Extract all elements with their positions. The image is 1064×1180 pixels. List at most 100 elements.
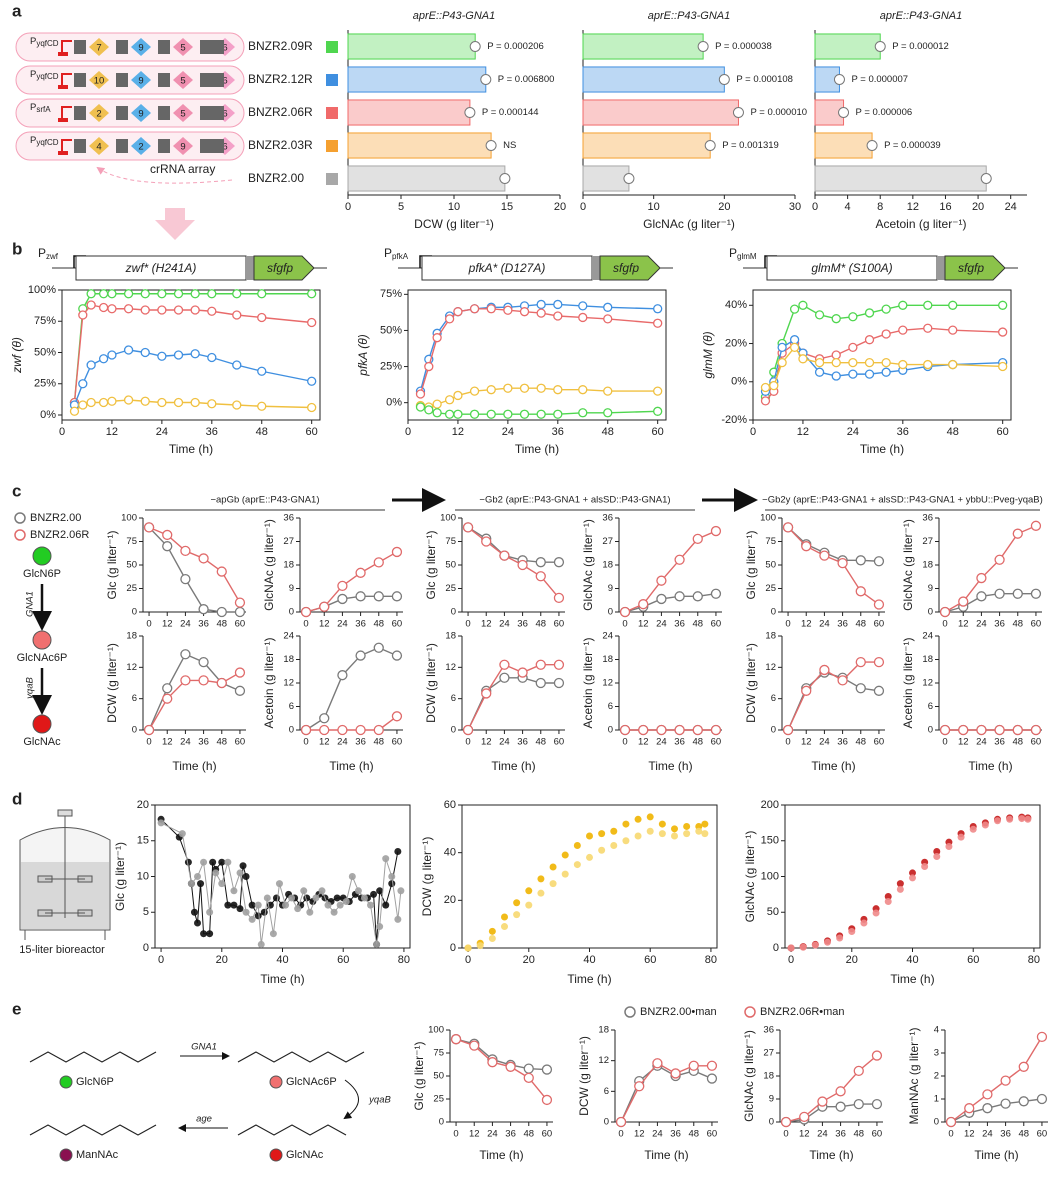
data-point xyxy=(107,289,117,299)
data-point xyxy=(503,305,513,315)
y-tick-label: 10 xyxy=(137,870,149,882)
data-point xyxy=(462,724,474,736)
spacer-label: 2 xyxy=(96,109,101,120)
x-tick-label: 48 xyxy=(216,619,227,630)
data-point xyxy=(598,846,606,854)
data-point xyxy=(216,606,227,618)
plot-frame xyxy=(461,804,718,949)
y-axis-label: DCW (g liter⁻¹) xyxy=(744,643,758,723)
data-point xyxy=(683,830,691,838)
y-tick-label: 1 xyxy=(934,1094,939,1105)
data-point xyxy=(1018,1096,1029,1107)
y-tick-label: 6 xyxy=(451,693,456,704)
data-point xyxy=(578,408,588,418)
y-tick-label: 100 xyxy=(761,870,779,882)
data-point xyxy=(958,596,969,607)
compound-label: GlcNAc xyxy=(286,1149,324,1161)
y-tick-label: 0 xyxy=(769,1117,774,1128)
data-point xyxy=(603,386,613,396)
data-point xyxy=(634,832,642,840)
x-tick-label: 24 xyxy=(976,619,987,630)
x-tick-label: 60 xyxy=(652,426,664,438)
repeat xyxy=(74,106,86,120)
data-point xyxy=(836,934,844,942)
x-tick-label: 40 xyxy=(906,954,918,966)
y-tick-label: 0% xyxy=(40,409,56,421)
spacer xyxy=(173,71,193,89)
x-tick-label: 12 xyxy=(162,619,173,630)
x-tick-label: 0 xyxy=(783,1129,788,1140)
y-tick-label: 18 xyxy=(763,1071,774,1082)
data-point xyxy=(789,304,800,314)
data-point xyxy=(658,820,666,828)
data-point xyxy=(653,318,663,328)
x-tick-label: 60 xyxy=(235,619,246,630)
x-tick-label: 36 xyxy=(897,426,909,438)
x-tick-label: 48 xyxy=(373,619,384,630)
data-point xyxy=(162,693,173,704)
x-axis-label: Time (h) xyxy=(329,759,373,773)
data-point xyxy=(517,559,528,571)
y-tick-label: 25% xyxy=(380,360,402,372)
data-point xyxy=(860,919,868,927)
data-point xyxy=(881,367,891,377)
data-point xyxy=(619,724,631,736)
y-tick-label: 0 xyxy=(439,1117,444,1128)
x-tick-label: 0 xyxy=(345,201,351,213)
data-point xyxy=(232,400,242,410)
x-tick-label: 12 xyxy=(638,619,649,630)
x-tick-label: 20 xyxy=(216,954,228,966)
data-point xyxy=(486,409,496,419)
x-tick-label: 36 xyxy=(674,619,685,630)
y-tick-label: 36 xyxy=(922,513,933,524)
y-tick-label: 50 xyxy=(445,560,456,571)
data-point xyxy=(376,923,384,931)
leader xyxy=(58,118,68,122)
panel-label: e xyxy=(12,999,21,1018)
data-point xyxy=(432,408,442,418)
data-point xyxy=(831,371,841,381)
spacer-label: 5 xyxy=(180,76,185,87)
repeat xyxy=(116,40,128,54)
legend-marker xyxy=(14,512,26,524)
array-arrow xyxy=(96,166,233,184)
x-tick-label: 60 xyxy=(711,619,722,630)
data-point xyxy=(391,650,403,661)
data-point xyxy=(898,325,908,335)
data-point xyxy=(923,323,933,333)
x-axis-label: Time (h) xyxy=(860,442,904,456)
y-tick-label: 0 xyxy=(928,725,933,736)
data-point xyxy=(945,1116,957,1128)
y-axis-label: Acetoin (g liter⁻¹) xyxy=(581,637,595,728)
x-tick-label: 0 xyxy=(750,426,756,438)
group-header: −apGb (aprE::P43-GNA1) xyxy=(210,495,319,506)
panel-label: d xyxy=(12,789,22,808)
gene-label: glmM* (S100A) xyxy=(811,261,892,275)
data-point xyxy=(337,670,348,681)
series-line xyxy=(419,308,658,395)
data-point xyxy=(476,942,484,950)
y-tick-label: 2 xyxy=(934,1071,939,1082)
x-tick-label: 60 xyxy=(306,426,318,438)
data-point xyxy=(981,821,989,829)
x-tick-label: 60 xyxy=(872,1129,883,1140)
data-point xyxy=(157,305,167,315)
y-tick-label: 18 xyxy=(283,654,294,665)
data-point xyxy=(994,724,1005,736)
x-tick-label: 24 xyxy=(156,426,168,438)
data-point xyxy=(603,408,613,418)
repeat xyxy=(74,139,86,153)
spacer-label: 5 xyxy=(180,109,185,120)
data-point xyxy=(831,314,841,324)
series-line xyxy=(467,526,559,563)
data-point xyxy=(319,713,330,724)
data-point xyxy=(232,289,242,299)
data-point xyxy=(610,842,618,850)
reporter xyxy=(599,255,661,281)
data-point xyxy=(123,395,134,405)
bar xyxy=(814,132,873,159)
y-axis-label: DCW (g liter⁻¹) xyxy=(577,1036,591,1116)
replicate-dot xyxy=(697,41,709,52)
y-axis-label: Glc (g liter⁻¹) xyxy=(105,530,119,599)
data-point xyxy=(553,385,563,395)
